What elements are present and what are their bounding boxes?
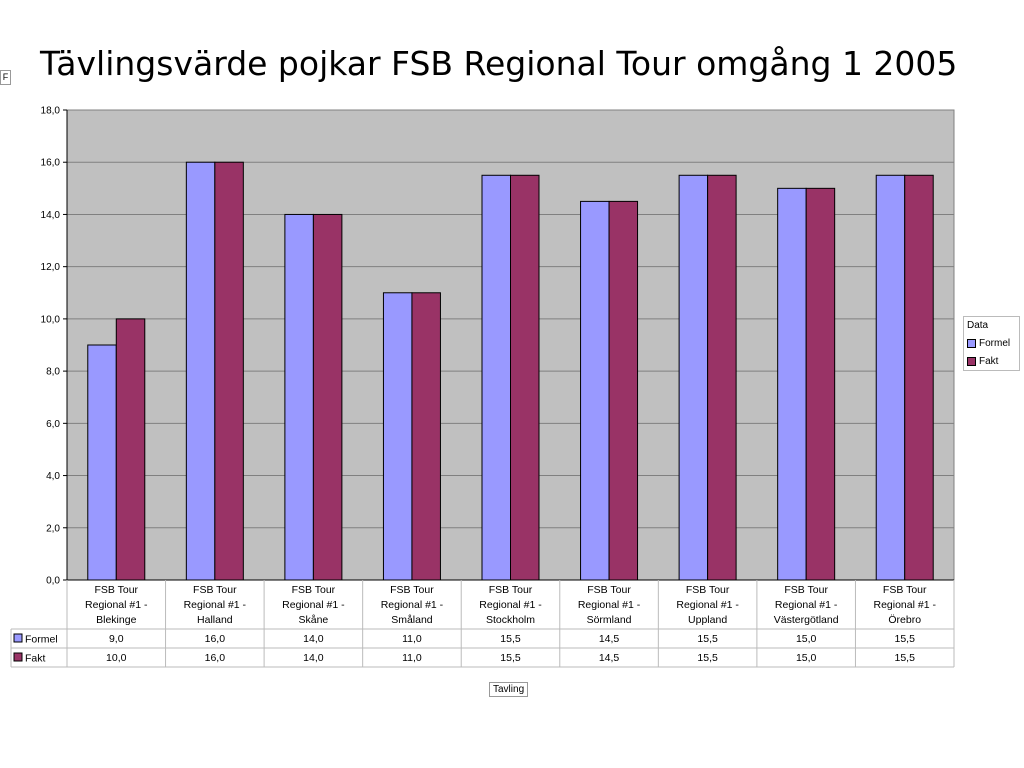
table-cell-value: 15,5 bbox=[697, 633, 718, 645]
category-label: Halland bbox=[197, 614, 233, 626]
y-tick-label: 18,0 bbox=[41, 106, 61, 117]
legend-label-formel: Formel bbox=[979, 338, 1011, 349]
bar-formel-1 bbox=[185, 161, 216, 581]
legend-title: Data bbox=[967, 320, 989, 331]
table-series-name: Formel bbox=[25, 634, 58, 646]
category-label: Regional #1 - bbox=[873, 599, 936, 611]
y-tick-label: 8,0 bbox=[46, 367, 60, 378]
category-label: Regional #1 - bbox=[85, 599, 148, 611]
category-label: Regional #1 - bbox=[676, 599, 739, 611]
category-label: FSB Tour bbox=[390, 584, 434, 596]
table-series-key-formel bbox=[13, 633, 23, 643]
category-label: FSB Tour bbox=[193, 584, 237, 596]
y-tick-label: 2,0 bbox=[46, 523, 60, 534]
category-label: FSB Tour bbox=[784, 584, 828, 596]
table-cell-value: 15,0 bbox=[796, 652, 817, 664]
bar-formel-5 bbox=[580, 200, 610, 581]
bar-formel-4 bbox=[481, 174, 511, 581]
category-label: Regional #1 - bbox=[775, 599, 838, 611]
table-cell-value: 16,0 bbox=[205, 652, 226, 664]
legend[interactable]: Data Formel Fakt bbox=[963, 316, 1020, 371]
y-tick-label: 0,0 bbox=[46, 576, 60, 587]
category-label: Uppland bbox=[688, 614, 727, 626]
bar-fakt-5 bbox=[608, 200, 639, 581]
bar-fakt-6 bbox=[707, 174, 737, 581]
category-label: Sörmland bbox=[587, 614, 632, 626]
bar-fakt-7 bbox=[805, 187, 836, 581]
category-label: FSB Tour bbox=[883, 584, 927, 596]
table-cell-value: 9,0 bbox=[109, 633, 124, 645]
category-label: FSB Tour bbox=[686, 584, 730, 596]
table-cell-value: 15,0 bbox=[796, 633, 817, 645]
table-series-name: Fakt bbox=[25, 653, 46, 665]
y-tick-label: 4,0 bbox=[46, 471, 60, 482]
table-series-key-fakt bbox=[13, 652, 23, 662]
category-label: FSB Tour bbox=[587, 584, 631, 596]
y-tick-label: 16,0 bbox=[41, 158, 61, 169]
table-cell-value: 14,5 bbox=[599, 652, 620, 664]
category-label: Regional #1 - bbox=[381, 599, 444, 611]
legend-label-fakt: Fakt bbox=[979, 356, 999, 367]
field-button[interactable]: F bbox=[0, 70, 11, 85]
category-label: Örebro bbox=[888, 614, 921, 626]
table-cell-value: 14,0 bbox=[303, 633, 324, 645]
table-cell-value: 11,0 bbox=[402, 652, 422, 664]
category-label: Västergötland bbox=[774, 614, 839, 626]
category-label: FSB Tour bbox=[292, 584, 336, 596]
bar-fakt-8 bbox=[904, 174, 934, 581]
category-label: Regional #1 - bbox=[282, 599, 345, 611]
table-cell-value: 14,0 bbox=[303, 652, 324, 664]
bar-fakt-1 bbox=[214, 161, 244, 581]
y-tick-label: 6,0 bbox=[46, 419, 60, 430]
category-label: Skåne bbox=[298, 614, 328, 626]
x-axis-field-button[interactable]: Tavling bbox=[489, 682, 529, 697]
legend-swatch-formel bbox=[967, 338, 976, 348]
category-label: Regional #1 - bbox=[578, 599, 641, 611]
category-label: Småland bbox=[391, 614, 433, 626]
table-cell-value: 16,0 bbox=[205, 633, 226, 645]
bar-fakt-0 bbox=[115, 318, 146, 581]
bar-formel-8 bbox=[875, 174, 906, 581]
category-label: Regional #1 - bbox=[479, 599, 542, 611]
table-cell-value: 15,5 bbox=[697, 652, 718, 664]
bar-formel-0 bbox=[87, 344, 117, 581]
bar-formel-6 bbox=[678, 174, 709, 581]
y-tick-label: 10,0 bbox=[41, 314, 61, 325]
table-cell-value: 11,0 bbox=[402, 633, 422, 645]
table-cell-value: 15,5 bbox=[500, 633, 521, 645]
legend-item-fakt: Fakt bbox=[967, 355, 998, 369]
bar-formel-3 bbox=[382, 292, 413, 581]
table-cell-value: 15,5 bbox=[500, 652, 521, 664]
bar-formel-2 bbox=[284, 213, 314, 581]
legend-swatch-fakt bbox=[967, 356, 976, 366]
category-label: Stockholm bbox=[486, 614, 535, 626]
category-label: Blekinge bbox=[96, 614, 136, 626]
y-tick-label: 12,0 bbox=[41, 262, 61, 273]
bar-fakt-2 bbox=[312, 213, 343, 581]
bar-fakt-4 bbox=[510, 174, 540, 581]
legend-item-formel: Formel bbox=[967, 337, 1010, 351]
y-tick-label: 14,0 bbox=[41, 210, 61, 221]
table-cell-value: 10,0 bbox=[106, 652, 127, 664]
table-cell-value: 14,5 bbox=[599, 633, 620, 645]
category-label: FSB Tour bbox=[94, 584, 138, 596]
table-cell-value: 15,5 bbox=[895, 633, 916, 645]
category-label: FSB Tour bbox=[489, 584, 533, 596]
table-cell-value: 15,5 bbox=[895, 652, 916, 664]
bar-fakt-3 bbox=[411, 292, 441, 581]
bar-formel-7 bbox=[777, 187, 807, 581]
category-label: Regional #1 - bbox=[184, 599, 247, 611]
chart-title: Tävlingsvärde pojkar FSB Regional Tour o… bbox=[40, 44, 958, 83]
